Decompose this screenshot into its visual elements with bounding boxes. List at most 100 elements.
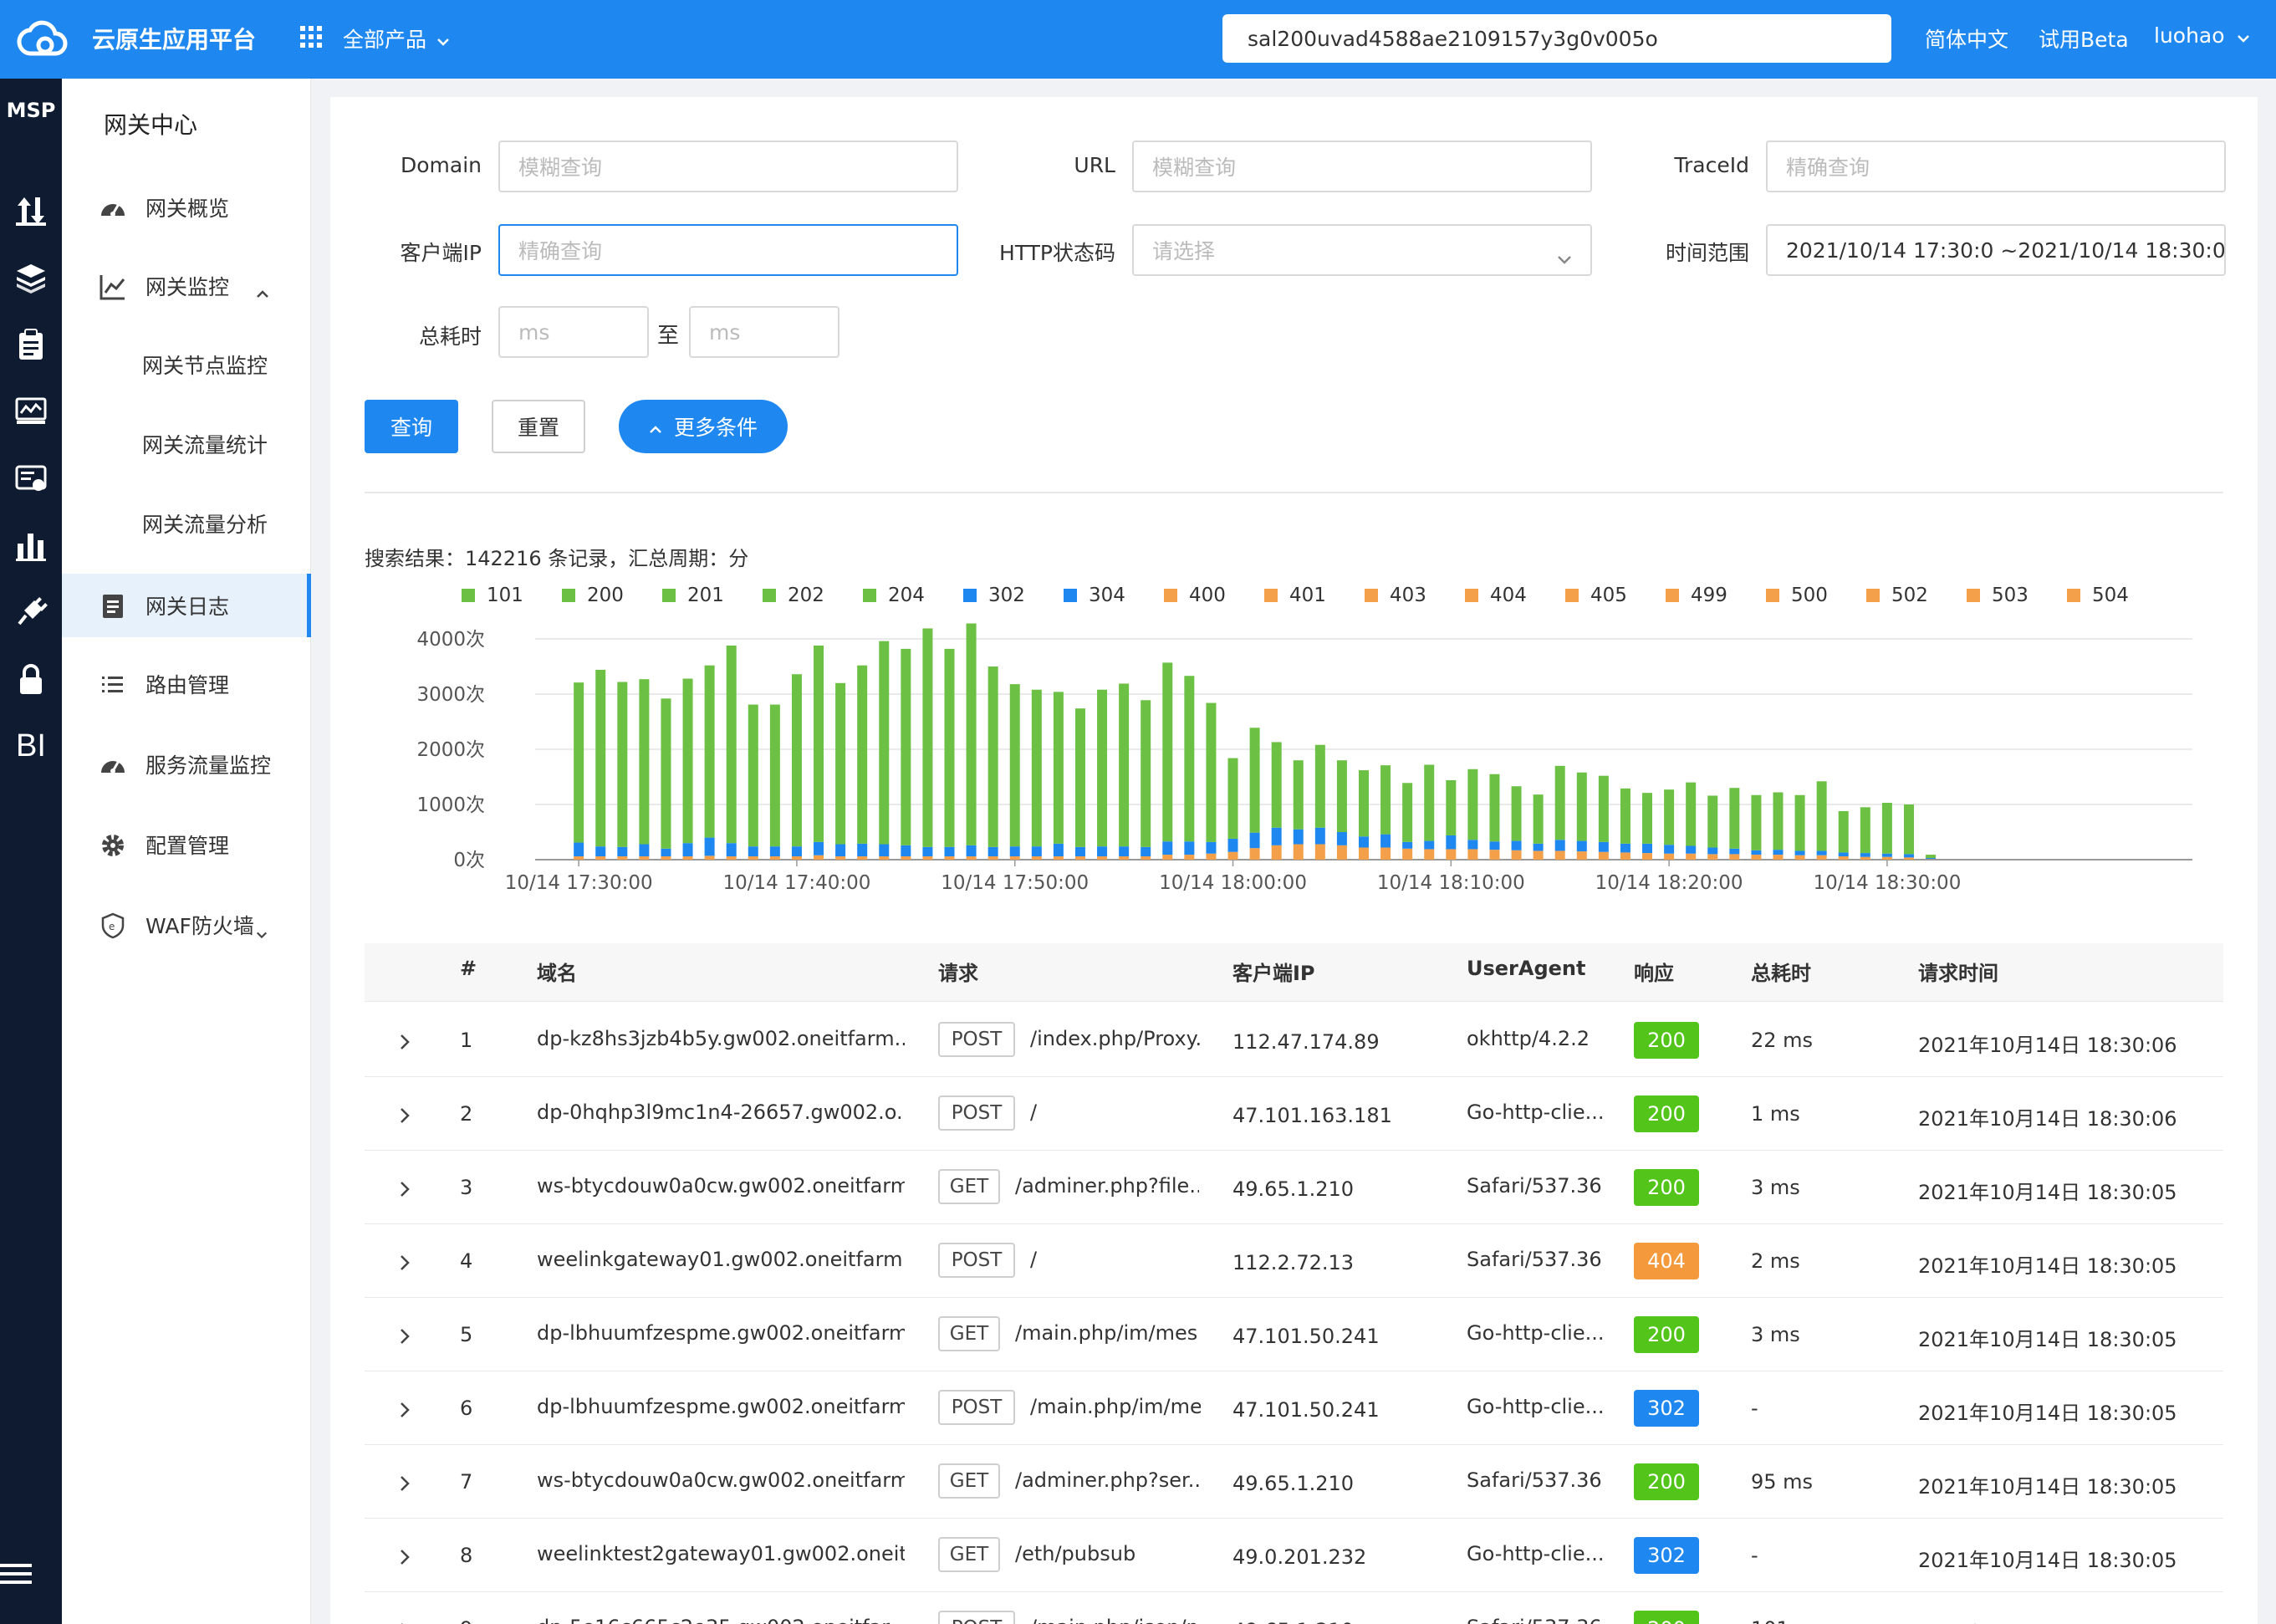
chevron-down-icon [2237,23,2250,48]
expand-chevron-icon[interactable] [400,1253,410,1276]
request-path[interactable]: /main.php/json/p... [1030,1616,1201,1624]
row-domain[interactable]: weelinkgateway01.gw002.oneitfarm.... [537,1248,905,1271]
traffic-icon[interactable] [8,192,54,229]
legend-item-101[interactable]: 101 [462,585,523,606]
layers-icon[interactable] [8,259,54,296]
menu-waf-firewall[interactable]: e WAF防火墙 [62,893,311,957]
table-row[interactable]: 6 dp-lbhuumfzespme.gw002.oneitfarm.... POS… [365,1371,2223,1445]
language-switch[interactable]: 简体中文 [1925,28,2009,52]
table-row[interactable]: 2 dp-0hqhp3l9mc1n4-26657.gw002.o... POST / 4… [365,1077,2223,1151]
lock-icon[interactable] [8,661,54,697]
grid-apps-icon[interactable] [299,25,323,49]
request-path[interactable]: /adminer.php?file... [1015,1174,1199,1198]
bar-4xx [617,856,628,860]
bar-3xx [857,843,868,857]
http-status-select[interactable]: 请选择 [1132,224,1592,276]
duration-max-input[interactable]: ms [689,306,839,358]
request-path[interactable]: /adminer.php?ser... [1015,1468,1199,1492]
legend-item-302[interactable]: 302 [963,585,1025,606]
beta-link[interactable]: 试用Beta [2039,28,2129,52]
traceid-input[interactable]: 精确查询 [1766,140,2226,192]
monitor-icon[interactable] [8,393,54,430]
expand-chevron-icon[interactable] [400,1621,410,1624]
search-input[interactable]: sal200uvad4588ae2109157y3g0v005o [1222,14,1891,63]
all-products-menu[interactable]: 全部产品 [343,23,450,54]
row-domain[interactable]: ws-btycdouw0a0cw.gw002.oneitfarm... [537,1174,905,1198]
legend-item-204[interactable]: 204 [863,585,925,606]
expand-chevron-icon[interactable] [400,1106,410,1129]
menu-gateway-monitor[interactable]: 网关监控 [62,254,311,318]
request-path[interactable]: /main.php/im/mes... [1015,1321,1199,1345]
menu-label: 网关监控 [145,275,230,299]
legend-item-404[interactable]: 404 [1465,585,1527,606]
legend-item-200[interactable]: 200 [562,585,624,606]
expand-chevron-icon[interactable] [400,1326,410,1350]
menu-gateway-traffic-stats[interactable]: 网关流量统计 [62,412,311,476]
table-row[interactable]: 7 ws-btycdouw0a0cw.gw002.oneitfarm... GET /… [365,1445,2223,1519]
row-domain[interactable]: dp-lbhuumfzespme.gw002.oneitfarm.... [537,1321,905,1345]
legend-item-503[interactable]: 503 [1967,585,2028,606]
row-domain[interactable]: weelinktest2gateway01.gw002.oneitf... [537,1542,905,1565]
bar-3xx [704,837,715,856]
chart-icon[interactable] [8,527,54,564]
table-row[interactable]: 9 dp-5e16c665c2e35.gw002.oneitfar... POST /… [365,1592,2223,1624]
table-row[interactable]: 5 dp-lbhuumfzespme.gw002.oneitfarm.... GET… [365,1298,2223,1371]
request-path[interactable]: /index.php/Proxy... [1030,1027,1201,1050]
legend-item-502[interactable]: 502 [1866,585,1928,606]
expand-chevron-icon[interactable] [400,1400,410,1423]
menu-route-management[interactable]: 路由管理 [62,652,311,716]
query-button[interactable]: 查询 [365,400,458,453]
clipboard-icon[interactable] [8,326,54,363]
time-range-picker[interactable]: 2021/10/14 17:30:0 ~2021/10/14 18:30:0 [1766,224,2226,276]
domain-input[interactable]: 模糊查询 [498,140,958,192]
table-row[interactable]: 1 dp-kz8hs3jzb4b5y.gw002.oneitfarm.... POS… [365,1004,2223,1077]
expand-chevron-icon[interactable] [400,1179,410,1203]
menu-gateway-logs[interactable]: 网关日志 [62,574,311,637]
legend-item-403[interactable]: 403 [1365,585,1426,606]
row-domain[interactable]: dp-kz8hs3jzb4b5y.gw002.oneitfarm.... [537,1027,905,1050]
msp-brand[interactable]: MSP [6,99,56,122]
bar-3xx [1184,841,1195,855]
legend-item-401[interactable]: 401 [1264,585,1326,606]
legend-item-405[interactable]: 405 [1565,585,1627,606]
legend-item-201[interactable]: 201 [662,585,724,606]
row-domain[interactable]: dp-lbhuumfzespme.gw002.oneitfarm.... [537,1395,905,1418]
bar-2xx [769,704,780,847]
bi-icon[interactable]: BI [8,728,54,764]
cloud-logo-icon[interactable] [17,17,69,60]
menu-config-management[interactable]: 配置管理 [62,813,311,876]
reset-button[interactable]: 重置 [492,400,585,453]
expand-chevron-icon[interactable] [400,1547,410,1570]
url-input[interactable]: 模糊查询 [1132,140,1592,192]
legend-item-500[interactable]: 500 [1766,585,1828,606]
menu-gateway-overview[interactable]: 网关概览 [62,176,311,239]
menu-gateway-node-monitor[interactable]: 网关节点监控 [62,333,311,396]
more-conditions-button[interactable]: 更多条件 [619,400,788,453]
table-row[interactable]: 8 weelinktest2gateway01.gw002.oneitf... GE… [365,1519,2223,1592]
user-menu[interactable]: luohao [2154,23,2250,48]
menu-gateway-traffic-analysis[interactable]: 网关流量分析 [62,492,311,555]
table-row[interactable]: 3 ws-btycdouw0a0cw.gw002.oneitfarm... GET /… [365,1151,2223,1224]
legend-item-504[interactable]: 504 [2067,585,2129,606]
row-domain[interactable]: dp-0hqhp3l9mc1n4-26657.gw002.o... [537,1101,905,1124]
card-icon[interactable] [8,460,54,497]
row-domain[interactable]: dp-5e16c665c2e35.gw002.oneitfar... [537,1616,905,1624]
request-path[interactable]: / [1030,1101,1038,1124]
legend-item-400[interactable]: 400 [1164,585,1226,606]
expand-chevron-icon[interactable] [400,1473,410,1497]
hamburger-menu-icon[interactable] [0,1559,33,1589]
app-title[interactable]: 云原生应用平台 [92,26,257,54]
request-path[interactable]: /eth/pubsub [1015,1542,1136,1565]
duration-min-input[interactable]: ms [498,306,649,358]
legend-item-304[interactable]: 304 [1064,585,1125,606]
plug-icon[interactable] [8,594,54,631]
row-domain[interactable]: ws-btycdouw0a0cw.gw002.oneitfarm... [537,1468,905,1492]
request-path[interactable]: /main.php/im/me... [1030,1395,1201,1418]
table-row[interactable]: 4 weelinkgateway01.gw002.oneitfarm.... POS… [365,1224,2223,1298]
client-ip-input[interactable]: 精确查询 [498,224,958,276]
menu-service-traffic-monitor[interactable]: 服务流量监控 [62,733,311,796]
expand-chevron-icon[interactable] [400,1032,410,1055]
legend-item-202[interactable]: 202 [763,585,824,606]
request-path[interactable]: / [1030,1248,1038,1271]
legend-item-499[interactable]: 499 [1666,585,1727,606]
